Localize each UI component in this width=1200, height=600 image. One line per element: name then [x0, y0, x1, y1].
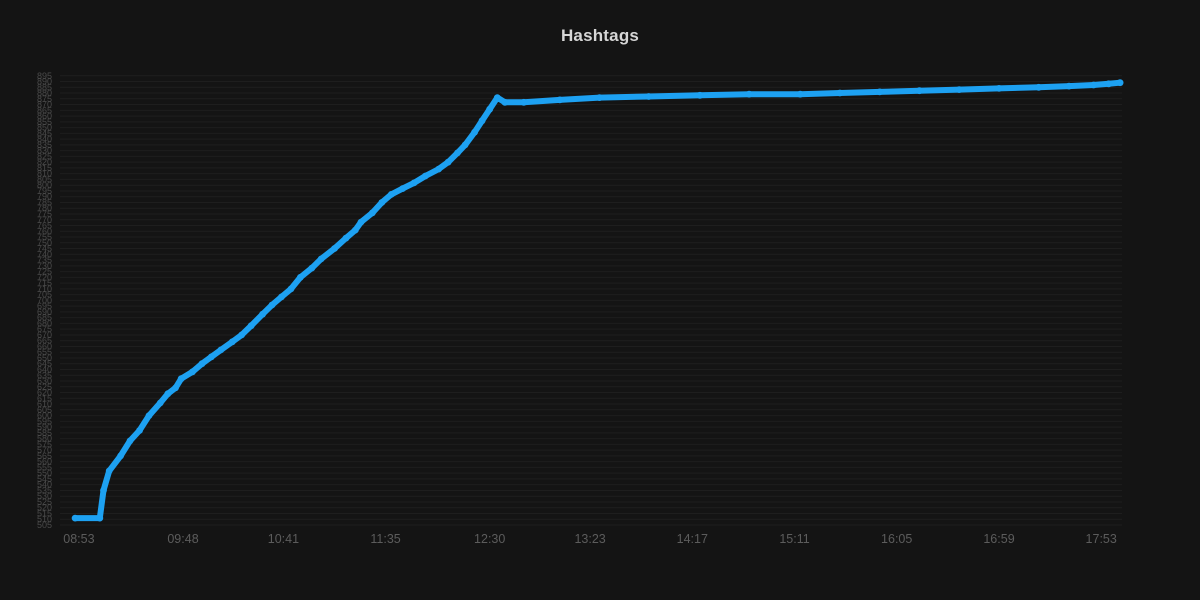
svg-text:855: 855	[37, 117, 52, 127]
svg-text:735: 735	[37, 255, 52, 265]
chart-title: Hashtags	[560, 26, 640, 45]
svg-text:650: 650	[37, 353, 52, 363]
svg-text:14:17: 14:17	[677, 532, 708, 546]
svg-text:790: 790	[37, 192, 52, 202]
svg-text:11:35: 11:35	[370, 532, 400, 546]
svg-text:800: 800	[37, 180, 52, 190]
svg-text:545: 545	[37, 474, 52, 484]
svg-text:875: 875	[37, 94, 52, 104]
svg-text:645: 645	[37, 359, 52, 369]
svg-text:640: 640	[37, 364, 52, 374]
svg-text:740: 740	[37, 249, 52, 259]
svg-text:775: 775	[37, 209, 52, 219]
svg-text:830: 830	[37, 146, 52, 156]
svg-text:09:48: 09:48	[167, 532, 198, 546]
svg-text:620: 620	[37, 388, 52, 398]
svg-text:795: 795	[37, 186, 52, 196]
svg-text:10:41: 10:41	[268, 532, 299, 546]
svg-text:660: 660	[37, 341, 52, 351]
svg-text:675: 675	[37, 324, 52, 334]
svg-text:605: 605	[37, 405, 52, 415]
svg-text:525: 525	[37, 497, 52, 507]
svg-text:540: 540	[37, 480, 52, 490]
svg-text:555: 555	[37, 462, 52, 472]
svg-text:760: 760	[37, 226, 52, 236]
svg-text:17:53: 17:53	[1086, 532, 1117, 546]
svg-text:535: 535	[37, 485, 52, 495]
svg-text:690: 690	[37, 307, 52, 317]
svg-text:850: 850	[37, 123, 52, 133]
svg-text:15:11: 15:11	[779, 532, 809, 546]
svg-text:785: 785	[37, 197, 52, 207]
svg-text:510: 510	[37, 514, 52, 524]
svg-text:725: 725	[37, 267, 52, 277]
svg-text:720: 720	[37, 272, 52, 282]
svg-text:560: 560	[37, 457, 52, 467]
svg-text:615: 615	[37, 393, 52, 403]
svg-text:575: 575	[37, 439, 52, 449]
svg-text:815: 815	[37, 163, 52, 173]
svg-text:820: 820	[37, 157, 52, 167]
svg-text:825: 825	[37, 151, 52, 161]
svg-text:755: 755	[37, 232, 52, 242]
svg-text:515: 515	[37, 508, 52, 518]
svg-text:765: 765	[37, 221, 52, 231]
svg-text:810: 810	[37, 169, 52, 179]
svg-text:745: 745	[37, 244, 52, 254]
svg-text:865: 865	[37, 105, 52, 115]
svg-text:585: 585	[37, 428, 52, 438]
svg-text:870: 870	[37, 100, 52, 110]
svg-text:590: 590	[37, 422, 52, 432]
svg-text:13:23: 13:23	[574, 532, 605, 546]
svg-text:505: 505	[37, 520, 52, 530]
svg-text:700: 700	[37, 295, 52, 305]
svg-text:895: 895	[37, 71, 52, 81]
svg-text:12:30: 12:30	[474, 532, 505, 546]
svg-text:685: 685	[37, 313, 52, 323]
svg-text:670: 670	[37, 330, 52, 340]
svg-text:16:59: 16:59	[983, 532, 1014, 546]
svg-text:665: 665	[37, 336, 52, 346]
svg-text:16:05: 16:05	[881, 532, 912, 546]
svg-text:705: 705	[37, 290, 52, 300]
svg-text:610: 610	[37, 399, 52, 409]
svg-text:880: 880	[37, 88, 52, 98]
svg-text:565: 565	[37, 451, 52, 461]
svg-text:680: 680	[37, 318, 52, 328]
svg-text:750: 750	[37, 238, 52, 248]
svg-text:835: 835	[37, 140, 52, 150]
svg-text:595: 595	[37, 416, 52, 426]
svg-text:805: 805	[37, 174, 52, 184]
svg-text:08:53: 08:53	[63, 532, 94, 546]
svg-text:625: 625	[37, 382, 52, 392]
svg-text:770: 770	[37, 215, 52, 225]
svg-text:710: 710	[37, 284, 52, 294]
svg-text:635: 635	[37, 370, 52, 380]
svg-text:580: 580	[37, 434, 52, 444]
svg-text:715: 715	[37, 278, 52, 288]
svg-text:630: 630	[37, 376, 52, 386]
svg-text:890: 890	[37, 77, 52, 87]
svg-text:600: 600	[37, 411, 52, 421]
svg-text:780: 780	[37, 203, 52, 213]
svg-text:655: 655	[37, 347, 52, 357]
svg-text:520: 520	[37, 503, 52, 513]
svg-text:530: 530	[37, 491, 52, 501]
svg-text:845: 845	[37, 128, 52, 138]
svg-text:550: 550	[37, 468, 52, 478]
svg-text:885: 885	[37, 82, 52, 92]
svg-text:840: 840	[37, 134, 52, 144]
svg-text:695: 695	[37, 301, 52, 311]
svg-text:860: 860	[37, 111, 52, 121]
svg-text:570: 570	[37, 445, 52, 455]
svg-text:730: 730	[37, 261, 52, 271]
